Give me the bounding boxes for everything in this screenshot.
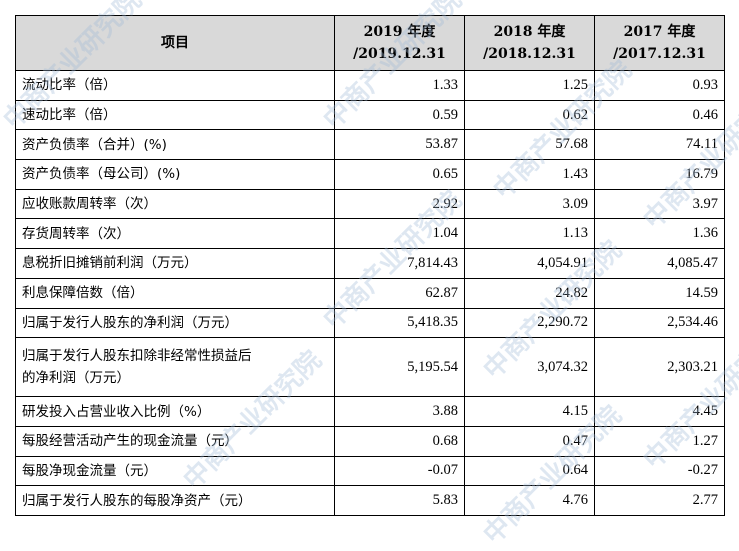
table-row: 每股经营活动产生的现金流量（元） 0.68 0.47 1.27 — [15, 425, 725, 457]
cell-2018: 0.64 — [464, 455, 595, 487]
cell-2017: 0.93 — [594, 70, 725, 101]
row-label: 每股净现金流量（元） — [15, 455, 335, 487]
cell-2019: 5,195.54 — [334, 337, 465, 398]
cell-2017: 14.59 — [594, 277, 725, 309]
row-label: 存货周转率（次） — [15, 218, 335, 250]
cell-2017: 1.27 — [594, 425, 725, 457]
cell-2018: 0.47 — [464, 425, 595, 457]
cell-2018: 1.43 — [464, 159, 595, 190]
row-label: 息税折旧摊销前利润（万元） — [15, 248, 335, 279]
table-row: 利息保障倍数（倍） 62.87 24.82 14.59 — [15, 277, 725, 309]
cell-2017: 16.79 — [594, 159, 725, 190]
row-label: 应收账款周转率（次） — [15, 188, 335, 220]
cell-2019: 1.04 — [334, 218, 465, 250]
row-label: 归属于发行人股东的净利润（万元） — [15, 307, 335, 339]
cell-2018: 24.82 — [464, 277, 595, 309]
cell-2019: 3.88 — [334, 396, 465, 427]
cell-2017: 2.77 — [594, 485, 725, 516]
cell-2019: -0.07 — [334, 455, 465, 487]
cell-2018: 3.09 — [464, 188, 595, 220]
header-2017-date: /2017.12.31 — [613, 46, 706, 62]
row-label-line1: 归属于发行人股东扣除非经常性损益后 — [22, 348, 252, 365]
row-label: 每股经营活动产生的现金流量（元） — [15, 425, 335, 457]
cell-2019: 2.92 — [334, 188, 465, 220]
cell-2018: 4,054.91 — [464, 248, 595, 279]
cell-2018: 4.15 — [464, 396, 595, 427]
header-item: 项目 — [15, 15, 335, 71]
table-row: 存货周转率（次） 1.04 1.13 1.36 — [15, 218, 725, 250]
cell-2019: 1.33 — [334, 70, 465, 101]
cell-2017: -0.27 — [594, 455, 725, 487]
table-row: 归属于发行人股东扣除非经常性损益后 的净利润（万元） 5,195.54 3,07… — [15, 337, 725, 398]
cell-2019: 5,418.35 — [334, 307, 465, 339]
cell-2019: 7,814.43 — [334, 248, 465, 279]
header-2018-year: 2018 年度 — [493, 24, 566, 40]
row-label: 资产负债率（合并）(%) — [15, 129, 335, 161]
table-row: 息税折旧摊销前利润（万元） 7,814.43 4,054.91 4,085.47 — [15, 248, 725, 279]
row-label: 归属于发行人股东的每股净资产（元） — [15, 485, 335, 516]
cell-2017: 1.36 — [594, 218, 725, 250]
row-label-line2: 的净利润（万元） — [22, 370, 130, 387]
cell-2019: 53.87 — [334, 129, 465, 161]
table-row: 归属于发行人股东的净利润（万元） 5,418.35 2,290.72 2,534… — [15, 307, 725, 339]
financial-indicators-table: 项目 2019 年度 /2019.12.31 2018 年度 /2018.12.… — [15, 15, 725, 516]
cell-2018: 4.76 — [464, 485, 595, 516]
row-label: 流动比率（倍） — [15, 70, 335, 101]
cell-2019: 5.83 — [334, 485, 465, 516]
cell-2017: 4,085.47 — [594, 248, 725, 279]
cell-2017: 2,303.21 — [594, 337, 725, 398]
header-2018: 2018 年度 /2018.12.31 — [464, 15, 595, 71]
header-2019-year: 2019 年度 — [363, 24, 436, 40]
cell-2019: 62.87 — [334, 277, 465, 309]
header-2017: 2017 年度 /2017.12.31 — [594, 15, 725, 71]
header-2017-year: 2017 年度 — [623, 24, 696, 40]
table-row: 每股净现金流量（元） -0.07 0.64 -0.27 — [15, 455, 725, 487]
cell-2017: 4.45 — [594, 396, 725, 427]
row-label: 资产负债率（母公司）(%) — [15, 159, 335, 190]
table-row: 资产负债率（母公司）(%) 0.65 1.43 16.79 — [15, 159, 725, 190]
header-row: 项目 2019 年度 /2019.12.31 2018 年度 /2018.12.… — [15, 15, 725, 71]
table-row: 速动比率（倍） 0.59 0.62 0.46 — [15, 99, 725, 131]
header-2019-date: /2019.12.31 — [353, 46, 446, 62]
table-row: 归属于发行人股东的每股净资产（元） 5.83 4.76 2.77 — [15, 485, 725, 516]
cell-2018: 1.13 — [464, 218, 595, 250]
cell-2018: 3,074.32 — [464, 337, 595, 398]
table-row: 流动比率（倍） 1.33 1.25 0.93 — [15, 70, 725, 101]
header-2019: 2019 年度 /2019.12.31 — [334, 15, 465, 71]
header-2018-date: /2018.12.31 — [483, 46, 576, 62]
table-row: 应收账款周转率（次） 2.92 3.09 3.97 — [15, 188, 725, 220]
table-row: 研发投入占营业收入比例（%） 3.88 4.15 4.45 — [15, 396, 725, 427]
row-label: 研发投入占营业收入比例（%） — [15, 396, 335, 427]
row-label: 归属于发行人股东扣除非经常性损益后 的净利润（万元） — [15, 337, 335, 398]
cell-2017: 0.46 — [594, 99, 725, 131]
cell-2018: 2,290.72 — [464, 307, 595, 339]
cell-2017: 2,534.46 — [594, 307, 725, 339]
cell-2018: 1.25 — [464, 70, 595, 101]
cell-2018: 0.62 — [464, 99, 595, 131]
cell-2019: 0.68 — [334, 425, 465, 457]
table-row: 资产负债率（合并）(%) 53.87 57.68 74.11 — [15, 129, 725, 161]
row-label: 速动比率（倍） — [15, 99, 335, 131]
cell-2019: 0.59 — [334, 99, 465, 131]
cell-2019: 0.65 — [334, 159, 465, 190]
cell-2018: 57.68 — [464, 129, 595, 161]
cell-2017: 74.11 — [594, 129, 725, 161]
row-label: 利息保障倍数（倍） — [15, 277, 335, 309]
cell-2017: 3.97 — [594, 188, 725, 220]
